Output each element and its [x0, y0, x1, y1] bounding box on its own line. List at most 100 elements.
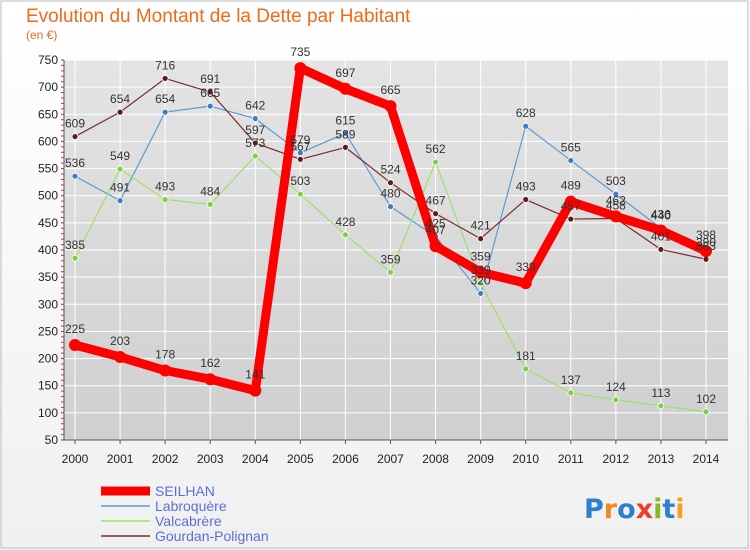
data-point	[474, 266, 487, 279]
axes	[61, 59, 728, 441]
data-label: 484	[200, 184, 220, 198]
y-axis-ticks: 50 100 150 200 250 300 350 400 450 500 550 600 650 70…	[38, 53, 58, 447]
data-point	[567, 215, 575, 223]
x-tick-label: 2004	[242, 452, 269, 466]
y-tick-label: 200	[38, 352, 58, 366]
data-label: 589	[335, 127, 355, 141]
data-point	[339, 82, 352, 95]
data-label: 716	[155, 58, 175, 72]
legend-label: SEILHAN	[155, 483, 215, 499]
data-label: 609	[65, 117, 85, 131]
data-point	[522, 122, 530, 130]
data-point	[116, 197, 124, 205]
data-label: 162	[200, 356, 220, 370]
data-label: 567	[290, 139, 310, 153]
y-tick-label: 400	[38, 243, 58, 257]
data-label: 401	[651, 229, 671, 243]
data-point	[206, 102, 214, 110]
data-point	[296, 149, 304, 157]
data-label: 536	[65, 156, 85, 170]
legend-item: Valcabrère	[101, 513, 222, 529]
data-point	[204, 373, 217, 386]
data-point	[251, 115, 259, 123]
y-tick-label: 600	[38, 134, 58, 148]
data-point	[567, 157, 575, 164]
legend-label: Labroquère	[155, 498, 227, 514]
x-tick-label: 2006	[332, 452, 359, 466]
y-tick-label: 500	[38, 189, 58, 203]
data-point	[384, 100, 397, 113]
data-point	[432, 158, 439, 166]
series-layer	[69, 62, 712, 416]
data-label: 359	[380, 252, 400, 266]
data-label: 615	[335, 113, 355, 127]
data-point	[477, 235, 485, 243]
data-label: 383	[696, 239, 716, 253]
data-label: 565	[561, 140, 581, 154]
y-tick-label: 550	[38, 162, 58, 176]
data-point	[161, 196, 169, 203]
data-label: 524	[380, 163, 400, 177]
data-point	[161, 108, 169, 116]
logo-text: Proxiti	[584, 494, 685, 525]
data-label: 113	[651, 386, 670, 400]
x-tick-label: 2000	[62, 452, 89, 466]
data-label: 124	[606, 380, 626, 394]
x-tick-label: 2008	[422, 452, 449, 466]
data-point	[342, 231, 349, 239]
data-label: 178	[155, 348, 175, 362]
data-label: 665	[380, 83, 400, 97]
legend: SEILHANLabroquèreValcabrèreGourdan-Polig…	[101, 483, 269, 544]
data-label: 141	[245, 368, 265, 382]
data-point	[432, 210, 439, 218]
data-point	[251, 152, 259, 160]
data-label: 579	[290, 133, 310, 147]
data-label: 181	[516, 349, 536, 363]
data-label: 137	[561, 373, 581, 387]
data-point	[161, 75, 169, 82]
y-tick-label: 250	[38, 324, 58, 338]
x-tick-label: 2001	[107, 452, 134, 466]
data-point	[294, 62, 307, 75]
x-tick-label: 2012	[603, 452, 630, 466]
data-label: 597	[245, 123, 265, 137]
chart-title: Evolution du Montant de la Dette par Hab…	[26, 6, 411, 27]
data-label: 339	[516, 260, 536, 274]
data-point	[609, 210, 622, 223]
data-label: 480	[380, 187, 400, 201]
data-point	[654, 224, 667, 237]
data-label: 428	[335, 215, 355, 229]
data-point	[116, 165, 124, 173]
data-label: 654	[155, 92, 175, 106]
grid-lines	[64, 59, 728, 441]
data-label: 425	[426, 216, 446, 230]
data-label: 407	[426, 223, 446, 237]
data-point	[206, 200, 214, 208]
data-label: 339	[471, 263, 491, 277]
data-label: 691	[200, 72, 220, 86]
data-label: 225	[65, 322, 85, 336]
data-point	[612, 190, 620, 198]
data-label: 735	[290, 45, 310, 59]
data-point	[567, 389, 575, 397]
data-label: 102	[696, 392, 716, 406]
data-point	[564, 195, 577, 208]
data-point	[387, 268, 394, 276]
data-labels-layer: 536 491 654 665 642 579 615 480 425 320 628 565 503 4…	[65, 45, 716, 406]
data-label: 493	[516, 180, 536, 194]
data-point	[477, 279, 485, 287]
data-label: 440	[651, 208, 671, 222]
data-point	[700, 245, 712, 258]
data-label: 573	[245, 136, 265, 150]
data-point	[251, 139, 259, 147]
x-tick-label: 2005	[287, 452, 314, 466]
x-tick-label: 2010	[512, 452, 539, 466]
x-axis-ticks: 2000 2001 2002 2003 2004 2005 2006 2007 2008 2009…	[62, 440, 720, 466]
data-label: 421	[471, 219, 491, 233]
data-point	[657, 246, 665, 253]
data-label: 390	[696, 235, 716, 249]
y-tick-label: 350	[38, 270, 58, 284]
series-valcabr-re	[71, 152, 710, 416]
